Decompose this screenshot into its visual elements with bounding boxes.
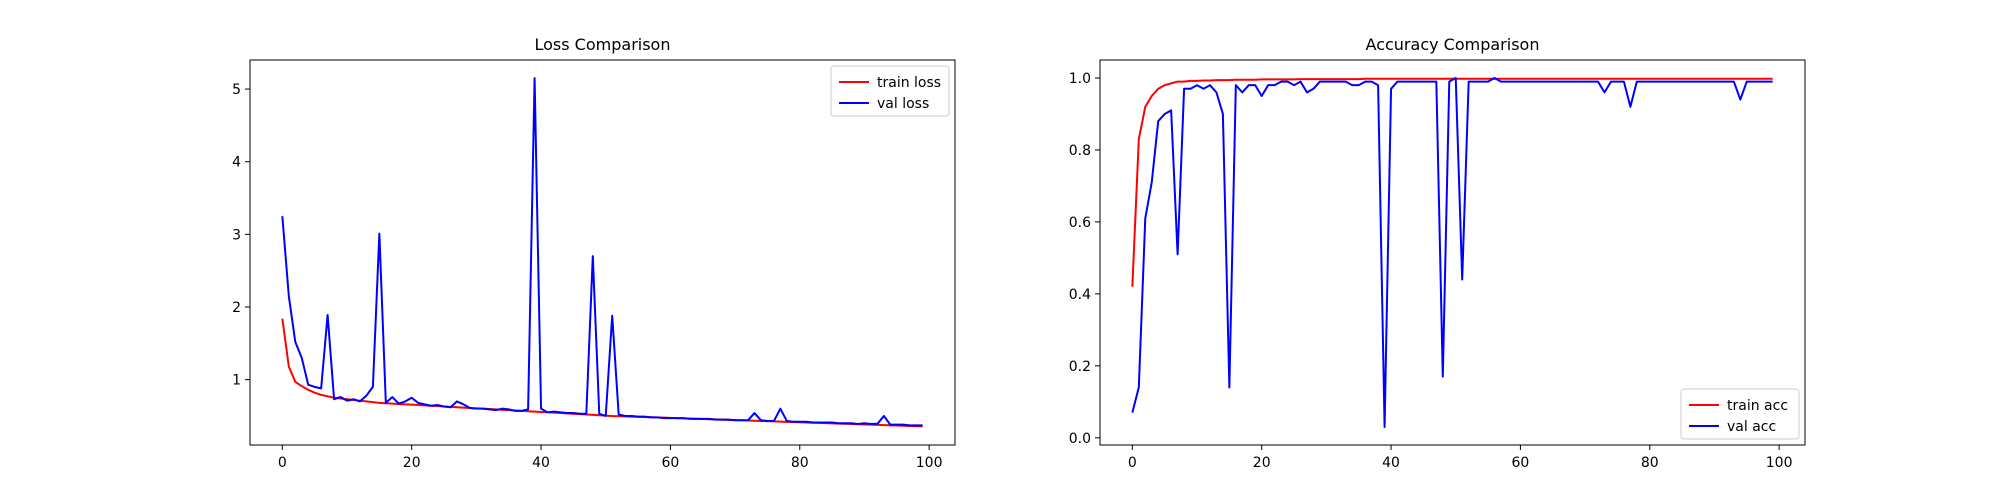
y-tick-label: 3 <box>232 227 241 243</box>
accuracy-chart: Accuracy Comparison 0 20 40 60 80 100 0.0 0.2 0.4… <box>1069 35 1806 471</box>
legend-label: train acc <box>1727 398 1788 414</box>
x-tick-label: 60 <box>1511 455 1529 471</box>
chart-title: Loss Comparison <box>535 35 671 54</box>
y-tick-label: 0.6 <box>1069 215 1091 231</box>
x-tick-label: 100 <box>916 455 943 471</box>
x-tick-label: 0 <box>1128 455 1137 471</box>
y-tick-label: 1.0 <box>1069 71 1091 87</box>
legend: train loss val loss <box>830 65 950 117</box>
legend-label: val acc <box>1727 419 1776 435</box>
x-tick-label: 60 <box>661 455 679 471</box>
x-tick-label: 40 <box>1382 455 1400 471</box>
plot-frame <box>1099 59 1806 446</box>
x-tick-label: 80 <box>791 455 809 471</box>
plot-frame <box>249 59 956 446</box>
y-tick-label: 0.8 <box>1069 143 1091 159</box>
x-tick-label: 20 <box>403 455 421 471</box>
loss-chart: Loss Comparison 0 20 40 60 80 100 1 2 3 4 5 train lo… <box>232 35 956 471</box>
series-line-val-loss <box>281 77 923 427</box>
y-tick-label: 0.2 <box>1069 359 1091 375</box>
y-tick-label: 4 <box>232 155 241 171</box>
y-tick-label: 0.0 <box>1069 431 1091 447</box>
y-tick-label: 1 <box>232 373 241 389</box>
x-tick-label: 80 <box>1641 455 1659 471</box>
x-tick-label: 0 <box>278 455 287 471</box>
y-tick-label: 5 <box>232 82 241 98</box>
series-line-train-loss <box>281 318 923 428</box>
x-tick-label: 100 <box>1766 455 1793 471</box>
x-tick-label: 40 <box>532 455 550 471</box>
y-tick-label: 0.4 <box>1069 287 1091 303</box>
chart-title: Accuracy Comparison <box>1366 35 1540 54</box>
legend-label: val loss <box>877 96 929 112</box>
legend-label: train loss <box>877 75 941 91</box>
y-tick-label: 2 <box>232 300 241 316</box>
legend: train acc val acc <box>1680 388 1800 440</box>
x-tick-label: 20 <box>1253 455 1271 471</box>
series-line-train-acc <box>1131 77 1773 287</box>
series-line-val-acc <box>1131 76 1773 429</box>
